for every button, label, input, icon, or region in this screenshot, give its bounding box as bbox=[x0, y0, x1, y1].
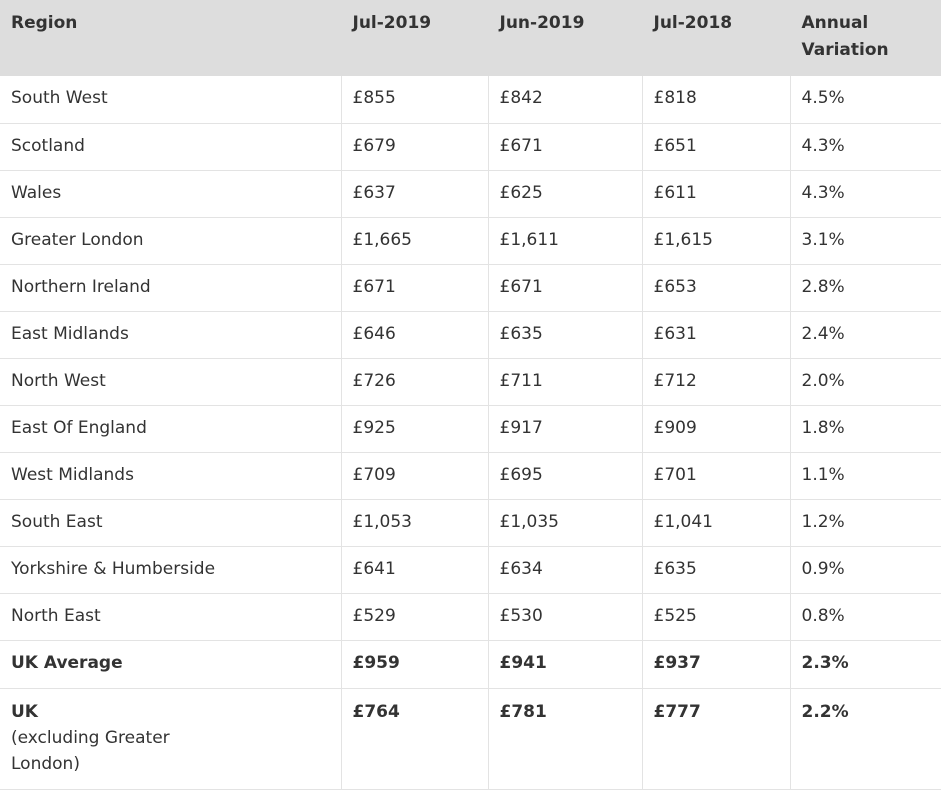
uk-excl-sublabel-2: London) bbox=[11, 753, 80, 774]
table-row: North West £726 £711 £712 2.0% bbox=[0, 358, 941, 406]
uk-average-row: UK Average £959 £941 £937 2.3% bbox=[0, 640, 941, 689]
cell-jun-2019: £671 bbox=[488, 123, 643, 171]
cell-jul-2018: £712 bbox=[642, 358, 791, 406]
uk-excl-sublabel-1: (excluding Greater bbox=[11, 727, 170, 748]
cell-jul-2019: £726 bbox=[341, 358, 489, 406]
table-row: Yorkshire & Humberside £641 £634 £635 0.9% bbox=[0, 546, 941, 594]
cell-region: Wales bbox=[0, 170, 342, 218]
table-row: Northern Ireland £671 £671 £653 2.8% bbox=[0, 264, 941, 312]
uk-excl-label-cell: UK (excluding Greater London) bbox=[0, 688, 342, 790]
cell-jul-2019: £1,665 bbox=[341, 217, 489, 265]
cell-region: East Midlands bbox=[0, 311, 342, 359]
cell-jul-2019: £925 bbox=[341, 405, 489, 453]
cell-jul-2019: £679 bbox=[341, 123, 489, 171]
cell-variation: 1.8% bbox=[790, 405, 941, 453]
cell-jul-2018: £909 bbox=[642, 405, 791, 453]
cell-jul-2018: £1,041 bbox=[642, 499, 791, 547]
cell-jun-2019: £1,611 bbox=[488, 217, 643, 265]
cell-jul-2019: £709 bbox=[341, 452, 489, 500]
cell-region: North East bbox=[0, 593, 342, 641]
cell-variation: 1.1% bbox=[790, 452, 941, 500]
table-row: North East £529 £530 £525 0.8% bbox=[0, 593, 941, 641]
cell-region: Northern Ireland bbox=[0, 264, 342, 312]
cell-jul-2019: £646 bbox=[341, 311, 489, 359]
cell-region: North West bbox=[0, 358, 342, 406]
cell-jul-2019: £1,053 bbox=[341, 499, 489, 547]
table-row: Greater London £1,665 £1,611 £1,615 3.1% bbox=[0, 217, 941, 265]
cell-jul-2019: £529 bbox=[341, 593, 489, 641]
header-region: Region bbox=[0, 0, 342, 76]
cell-jun-2019: £842 bbox=[488, 76, 643, 124]
table-row: East Of England £925 £917 £909 1.8% bbox=[0, 405, 941, 453]
table-row: West Midlands £709 £695 £701 1.1% bbox=[0, 452, 941, 500]
cell-variation: 3.1% bbox=[790, 217, 941, 265]
cell-variation: 4.3% bbox=[790, 170, 941, 218]
cell-jul-2018: £635 bbox=[642, 546, 791, 594]
cell-jul-2018: £701 bbox=[642, 452, 791, 500]
uk-excl-jul-2018: £777 bbox=[642, 688, 791, 790]
header-annual: Annual bbox=[801, 13, 869, 33]
uk-excl-london-row: UK (excluding Greater London) £764 £781 … bbox=[0, 688, 941, 790]
cell-jul-2018: £631 bbox=[642, 311, 791, 359]
uk-average-jul-2018: £937 bbox=[642, 640, 791, 689]
uk-excl-jul-2019: £764 bbox=[341, 688, 489, 790]
cell-jun-2019: £671 bbox=[488, 264, 643, 312]
cell-variation: 0.8% bbox=[790, 593, 941, 641]
uk-excl-variation: 2.2% bbox=[790, 688, 941, 790]
cell-jul-2019: £671 bbox=[341, 264, 489, 312]
header-jul-2019: Jul-2019 bbox=[341, 0, 489, 76]
header-jun-2019: Jun-2019 bbox=[488, 0, 643, 76]
header-jul-2018: Jul-2018 bbox=[642, 0, 791, 76]
cell-jul-2018: £1,615 bbox=[642, 217, 791, 265]
cell-region: Yorkshire & Humberside bbox=[0, 546, 342, 594]
cell-variation: 0.9% bbox=[790, 546, 941, 594]
table-row: East Midlands £646 £635 £631 2.4% bbox=[0, 311, 941, 359]
cell-variation: 2.8% bbox=[790, 264, 941, 312]
cell-jun-2019: £635 bbox=[488, 311, 643, 359]
cell-variation: 4.3% bbox=[790, 123, 941, 171]
cell-variation: 2.4% bbox=[790, 311, 941, 359]
cell-jun-2019: £917 bbox=[488, 405, 643, 453]
cell-jul-2018: £818 bbox=[642, 76, 791, 124]
table-row: South East £1,053 £1,035 £1,041 1.2% bbox=[0, 499, 941, 547]
cell-variation: 2.0% bbox=[790, 358, 941, 406]
uk-excl-jun-2019: £781 bbox=[488, 688, 643, 790]
cell-jul-2018: £651 bbox=[642, 123, 791, 171]
header-variation: Variation bbox=[801, 40, 889, 60]
cell-region: Scotland bbox=[0, 123, 342, 171]
cell-jun-2019: £1,035 bbox=[488, 499, 643, 547]
cell-jun-2019: £711 bbox=[488, 358, 643, 406]
table-header: Region Jul-2019 Jun-2019 Jul-2018 Annual… bbox=[0, 0, 941, 76]
cell-region: Greater London bbox=[0, 217, 342, 265]
uk-average-variation: 2.3% bbox=[790, 640, 941, 689]
cell-jun-2019: £634 bbox=[488, 546, 643, 594]
cell-jun-2019: £695 bbox=[488, 452, 643, 500]
cell-region: South East bbox=[0, 499, 342, 547]
header-annual-variation: Annual Variation bbox=[790, 0, 941, 76]
cell-region: South West bbox=[0, 76, 342, 124]
uk-average-label: UK Average bbox=[0, 640, 342, 689]
cell-region: West Midlands bbox=[0, 452, 342, 500]
uk-average-jul-2019: £959 bbox=[341, 640, 489, 689]
table-row: South West £855 £842 £818 4.5% bbox=[0, 76, 941, 124]
cell-jul-2018: £525 bbox=[642, 593, 791, 641]
cell-jul-2019: £637 bbox=[341, 170, 489, 218]
table-body: South West £855 £842 £818 4.5% Scotland £679 £6… bbox=[0, 76, 941, 790]
cell-jun-2019: £625 bbox=[488, 170, 643, 218]
cell-jul-2019: £641 bbox=[341, 546, 489, 594]
cell-jun-2019: £530 bbox=[488, 593, 643, 641]
table-row: Scotland £679 £671 £651 4.3% bbox=[0, 123, 941, 171]
table-row: Wales £637 £625 £611 4.3% bbox=[0, 170, 941, 218]
cell-variation: 1.2% bbox=[790, 499, 941, 547]
uk-average-jun-2019: £941 bbox=[488, 640, 643, 689]
cell-region: East Of England bbox=[0, 405, 342, 453]
cell-jul-2019: £855 bbox=[341, 76, 489, 124]
cell-jul-2018: £611 bbox=[642, 170, 791, 218]
header-row: Region Jul-2019 Jun-2019 Jul-2018 Annual… bbox=[0, 0, 941, 76]
cell-variation: 4.5% bbox=[790, 76, 941, 124]
uk-excl-label: UK bbox=[11, 701, 38, 722]
cell-jul-2018: £653 bbox=[642, 264, 791, 312]
